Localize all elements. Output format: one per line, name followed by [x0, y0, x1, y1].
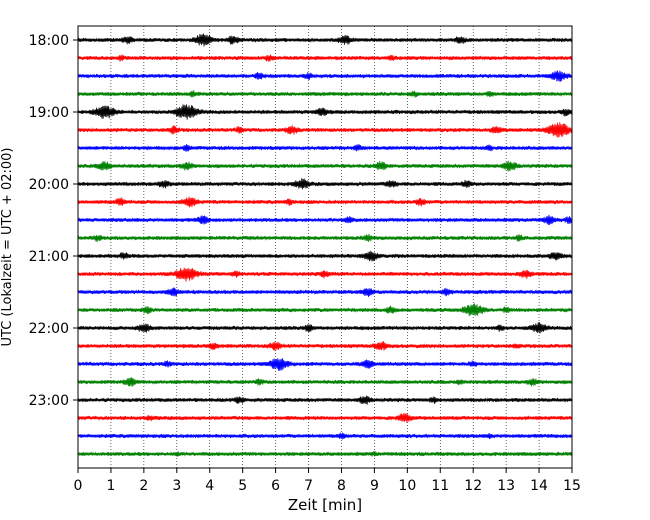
trace-2000	[77, 178, 573, 190]
x-tick-label: 9	[370, 478, 379, 494]
trace-1800	[77, 33, 573, 47]
trace-1915	[77, 122, 573, 138]
x-tick-label: 13	[497, 478, 515, 494]
x-tick-label: 14	[530, 478, 548, 494]
trace-2230	[77, 358, 573, 371]
trace-2045	[77, 233, 573, 242]
trace-1815	[77, 54, 573, 62]
x-axis: 0 1 2 3 4 5 6 7 8 9 10 11 12 13 14 15	[74, 468, 581, 494]
x-tick-label: 3	[172, 478, 181, 494]
trace-2345	[77, 451, 573, 457]
y-axis-label: UTC (Lokalzeit = UTC + 02:00)	[0, 148, 15, 347]
trace-1900	[77, 104, 573, 120]
y-tick-label: 22:00	[29, 321, 69, 337]
y-tick-label: 18:00	[29, 33, 69, 49]
plot-frame	[77, 25, 573, 469]
y-tick-label: 20:00	[29, 177, 69, 193]
x-tick-label: 7	[304, 478, 313, 494]
trace-2130	[77, 287, 573, 298]
x-tick-label: 0	[74, 478, 83, 494]
x-tick-label: 8	[337, 478, 346, 494]
trace-2145	[77, 303, 573, 317]
trace-2245	[77, 377, 573, 387]
y-tick-label: 21:00	[29, 249, 69, 265]
x-tick-label: 4	[205, 478, 214, 494]
x-tick-label: 12	[464, 478, 482, 494]
trace-2115	[77, 267, 573, 282]
trace-1845	[77, 90, 573, 98]
trace-2215	[77, 341, 573, 351]
x-tick-label: 2	[139, 478, 148, 494]
x-tick-label: 6	[271, 478, 280, 494]
trace-group	[77, 33, 573, 457]
trace-1830	[77, 70, 573, 82]
trace-2300	[77, 395, 573, 405]
x-tick-label: 11	[431, 478, 449, 494]
trace-1930	[77, 143, 573, 152]
trace-1945	[77, 160, 573, 172]
trace-2030	[77, 214, 573, 225]
x-tick-label: 15	[563, 478, 581, 494]
x-axis-label: Zeit [min]	[288, 496, 362, 514]
trace-2200	[77, 322, 573, 334]
y-tick-label: 19:00	[29, 105, 69, 121]
x-tick-label: 10	[398, 478, 416, 494]
trace-2330	[77, 432, 573, 440]
y-tick-label: 23:00	[29, 393, 69, 409]
trace-2315	[77, 413, 573, 423]
trace-2100	[77, 250, 573, 262]
y-axis: 18:00 19:00 20:00 21:00 22:00 23:00	[29, 33, 78, 409]
trace-2015	[77, 196, 573, 208]
x-tick-label: 5	[238, 478, 247, 494]
x-tick-label: 1	[106, 478, 115, 494]
